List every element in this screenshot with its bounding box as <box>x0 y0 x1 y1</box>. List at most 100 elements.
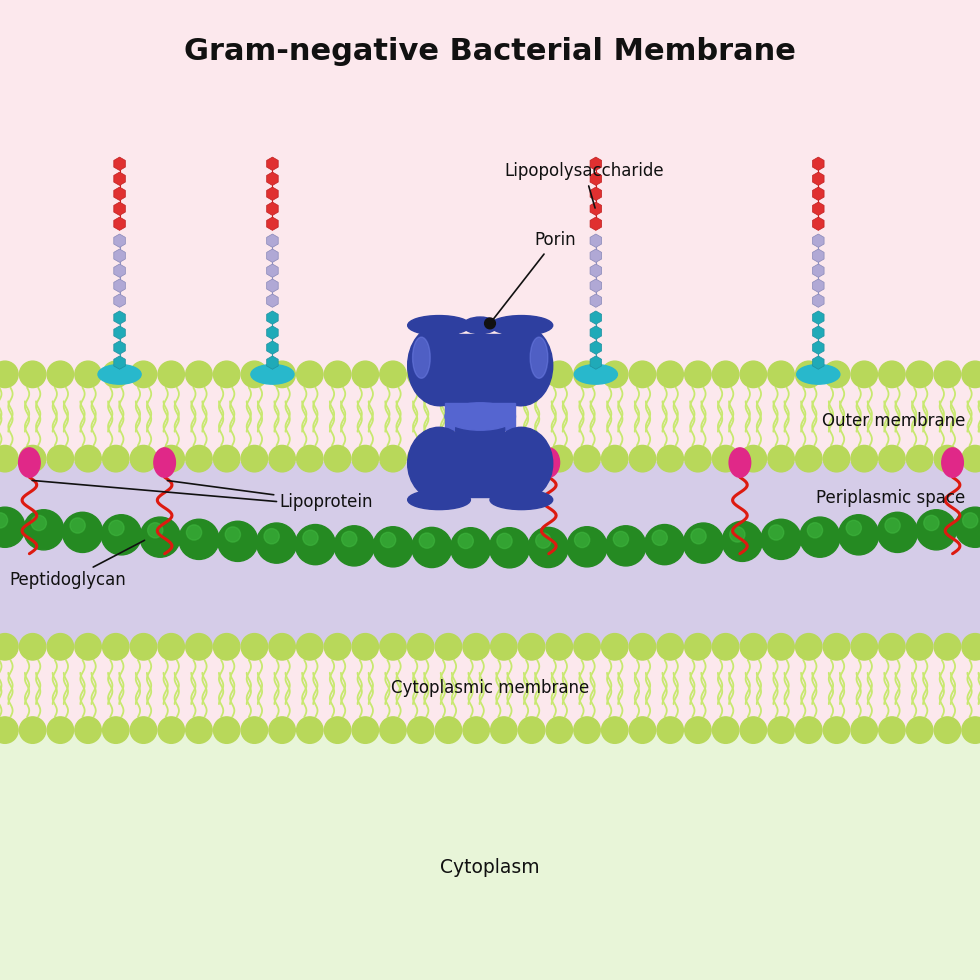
Circle shape <box>740 445 766 471</box>
Circle shape <box>823 717 850 743</box>
Circle shape <box>334 526 374 566</box>
Circle shape <box>573 717 600 743</box>
Polygon shape <box>114 311 125 324</box>
Circle shape <box>140 517 180 558</box>
Polygon shape <box>267 172 278 185</box>
Circle shape <box>685 361 711 387</box>
Circle shape <box>740 361 766 387</box>
Circle shape <box>823 361 850 387</box>
Circle shape <box>158 361 184 387</box>
Circle shape <box>573 445 600 471</box>
Circle shape <box>435 633 462 661</box>
Polygon shape <box>590 326 602 339</box>
Polygon shape <box>590 294 602 308</box>
Circle shape <box>241 361 268 387</box>
Polygon shape <box>812 341 824 355</box>
Ellipse shape <box>445 403 515 430</box>
Ellipse shape <box>490 316 553 335</box>
Circle shape <box>435 717 462 743</box>
Polygon shape <box>590 217 602 230</box>
Circle shape <box>657 717 683 743</box>
Circle shape <box>74 717 101 743</box>
Text: Porin: Porin <box>492 231 575 321</box>
Circle shape <box>0 361 18 387</box>
Circle shape <box>730 527 745 542</box>
Ellipse shape <box>456 380 505 429</box>
Ellipse shape <box>942 448 963 477</box>
Circle shape <box>879 361 906 387</box>
Polygon shape <box>812 217 824 230</box>
Ellipse shape <box>251 365 294 384</box>
Bar <box>439 334 521 405</box>
Circle shape <box>47 717 74 743</box>
Ellipse shape <box>538 448 560 477</box>
Circle shape <box>546 445 572 471</box>
Circle shape <box>241 445 268 471</box>
Circle shape <box>101 514 141 555</box>
Circle shape <box>934 633 960 661</box>
Circle shape <box>962 513 978 528</box>
Polygon shape <box>267 202 278 216</box>
Polygon shape <box>590 264 602 277</box>
Bar <box>445 403 515 430</box>
Circle shape <box>324 361 351 387</box>
Polygon shape <box>590 234 602 247</box>
Polygon shape <box>590 202 602 216</box>
Circle shape <box>352 445 378 471</box>
Polygon shape <box>812 311 824 324</box>
Circle shape <box>47 445 74 471</box>
Circle shape <box>20 361 46 387</box>
Circle shape <box>408 633 434 661</box>
Circle shape <box>934 717 960 743</box>
Circle shape <box>518 445 545 471</box>
Polygon shape <box>114 249 125 263</box>
Polygon shape <box>812 264 824 277</box>
Circle shape <box>657 361 683 387</box>
Circle shape <box>324 717 351 743</box>
Circle shape <box>961 445 980 471</box>
Circle shape <box>130 361 157 387</box>
Circle shape <box>269 361 295 387</box>
Text: Lipoprotein: Lipoprotein <box>168 480 372 511</box>
Circle shape <box>796 633 822 661</box>
Circle shape <box>103 633 129 661</box>
Circle shape <box>158 633 184 661</box>
Circle shape <box>408 445 434 471</box>
Circle shape <box>796 445 822 471</box>
Circle shape <box>352 361 378 387</box>
Circle shape <box>573 361 600 387</box>
Circle shape <box>130 633 157 661</box>
Circle shape <box>961 361 980 387</box>
Circle shape <box>691 528 707 544</box>
Circle shape <box>148 522 163 538</box>
Polygon shape <box>590 341 602 355</box>
Circle shape <box>602 445 628 471</box>
Polygon shape <box>267 234 278 247</box>
Text: Lipopolysaccharide: Lipopolysaccharide <box>505 163 664 208</box>
Circle shape <box>685 633 711 661</box>
Circle shape <box>885 517 901 533</box>
Ellipse shape <box>154 448 175 477</box>
Polygon shape <box>114 187 125 200</box>
Circle shape <box>518 717 545 743</box>
Circle shape <box>851 445 877 471</box>
Polygon shape <box>114 202 125 216</box>
Ellipse shape <box>797 365 840 384</box>
Circle shape <box>214 361 240 387</box>
Polygon shape <box>812 326 824 339</box>
Circle shape <box>839 514 879 555</box>
Circle shape <box>712 633 739 661</box>
Circle shape <box>712 717 739 743</box>
Circle shape <box>823 445 850 471</box>
Circle shape <box>63 513 103 553</box>
Circle shape <box>574 532 590 548</box>
Circle shape <box>463 445 489 471</box>
Circle shape <box>74 633 101 661</box>
Text: Outer membrane: Outer membrane <box>822 413 965 430</box>
Circle shape <box>269 717 295 743</box>
Polygon shape <box>812 202 824 216</box>
Text: Periplasmic space: Periplasmic space <box>816 489 965 507</box>
Circle shape <box>851 633 877 661</box>
Circle shape <box>380 532 396 548</box>
Circle shape <box>916 510 956 550</box>
